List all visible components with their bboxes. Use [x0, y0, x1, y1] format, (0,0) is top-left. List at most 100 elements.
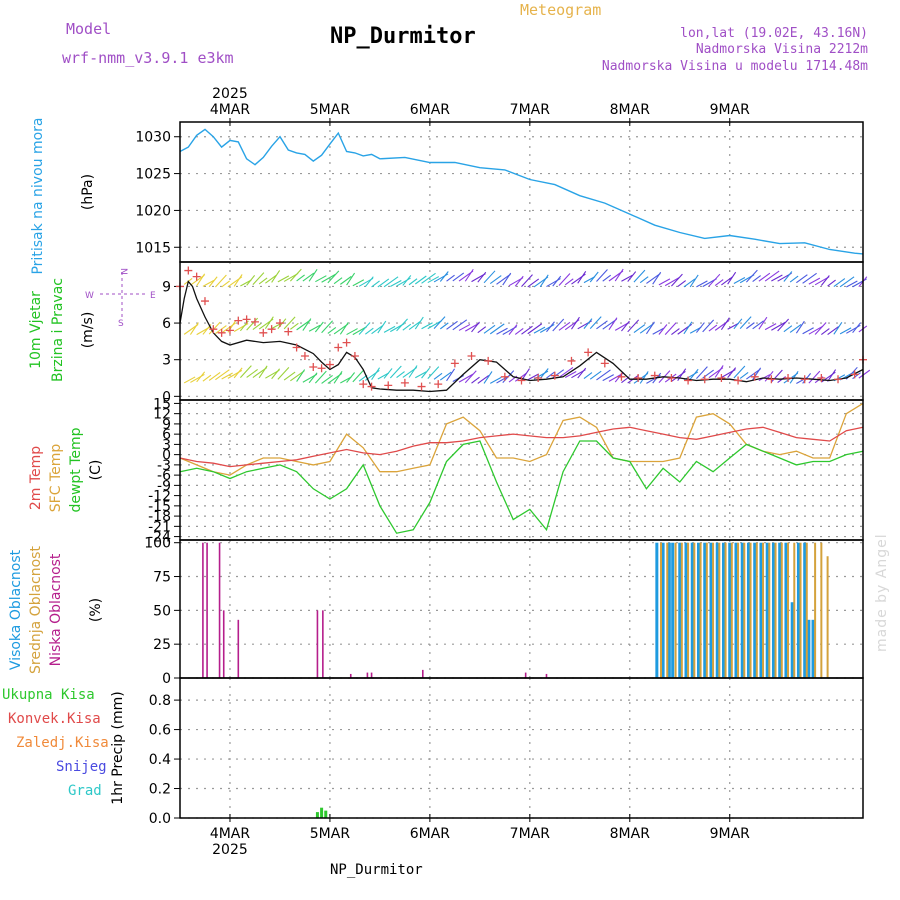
wind-barb	[783, 325, 793, 333]
wind-barb	[752, 320, 764, 330]
wind-barb	[308, 372, 318, 384]
wind-gust-marker	[417, 382, 426, 391]
wind-barb	[558, 367, 574, 378]
wind-gust-marker	[384, 381, 393, 390]
wind-barb	[402, 323, 412, 331]
wind-barb	[408, 321, 421, 331]
wind-barb	[215, 325, 227, 335]
wind-barb	[302, 272, 315, 282]
wind-barb	[639, 371, 649, 384]
cloud-mid-bar	[718, 542, 721, 678]
wind-barb	[602, 374, 614, 382]
wind-barb	[246, 317, 259, 331]
wind-barb	[695, 322, 705, 333]
cloud-high-bar	[746, 542, 750, 678]
wind-barb	[221, 372, 233, 380]
wind-barb	[358, 322, 371, 335]
cloud-low-bar	[370, 672, 373, 678]
wind-barb	[202, 374, 212, 382]
wind-barb	[664, 277, 680, 287]
wind-barb	[571, 316, 580, 330]
wind-barb	[683, 321, 693, 335]
wind-barb	[339, 322, 349, 335]
wind-barb	[421, 272, 436, 284]
wind-barb	[583, 372, 593, 380]
panel-frame	[179, 399, 864, 541]
precip-legend-item: Zaledj.Kisa	[16, 735, 109, 751]
wind-barb	[314, 321, 324, 333]
top-day-label: 5MAR	[310, 102, 351, 118]
wind-barb	[764, 323, 777, 331]
wind-barb	[364, 276, 374, 288]
wind-gust-marker	[450, 359, 459, 368]
wind-gust-marker	[400, 378, 409, 387]
wind-barb	[596, 320, 608, 330]
wind-barb	[496, 327, 508, 335]
wind-barb	[340, 275, 352, 285]
wind-barb	[552, 318, 565, 332]
wind-barb	[296, 369, 306, 382]
cloud-high-bar	[784, 542, 788, 678]
wind-gust-marker	[342, 338, 351, 347]
wind-barb	[608, 317, 618, 331]
wind-barb	[627, 319, 640, 333]
wind-gust-marker	[275, 319, 284, 328]
wind-barb	[371, 325, 383, 335]
dewpt-line	[179, 440, 864, 534]
wind-barb	[502, 272, 512, 286]
cloud-mid-bar	[787, 542, 790, 678]
wind-barb	[352, 279, 365, 287]
cloud-mid-bar	[743, 542, 746, 678]
wind-barb	[652, 271, 662, 285]
wind-barb	[589, 316, 602, 330]
wind-gust-marker	[567, 356, 576, 365]
wind-gust-marker	[309, 363, 318, 372]
wind-gust-marker	[192, 272, 201, 281]
temp-axis-subtitle2: dewpt Temp	[68, 427, 84, 512]
wind-barb	[539, 368, 549, 379]
wind-gust-marker	[242, 315, 251, 324]
wind-barb	[539, 274, 549, 288]
wind-barb	[833, 278, 846, 288]
page-title: NP_Durmitor	[330, 24, 476, 49]
wind-gust-marker	[267, 325, 276, 334]
wind-barb	[852, 372, 861, 380]
wind-barb	[702, 319, 715, 333]
wind-ytick-label: 3	[162, 353, 171, 369]
wind-barb	[377, 278, 390, 288]
wind-barb	[277, 275, 290, 283]
cloud-high-bar	[771, 542, 775, 678]
precip-unit: 1hr Precip (mm)	[110, 691, 126, 804]
wind-barb	[477, 271, 487, 283]
cloud-high-bar	[703, 542, 707, 678]
wind-barb	[333, 277, 343, 285]
wind-gust-marker	[209, 325, 218, 334]
wind-barb	[521, 325, 533, 335]
wind-barb	[321, 320, 334, 334]
cloud-axis-subtitle2: Niska Oblacnost	[48, 553, 64, 666]
wind-barb	[446, 368, 455, 382]
wind-barb	[783, 271, 793, 282]
wind-barb	[396, 371, 405, 379]
wind-gust-marker	[259, 328, 268, 337]
wind-gust-marker	[200, 297, 209, 306]
wind-gust-marker	[734, 376, 743, 385]
cloud-high-bar	[803, 542, 807, 678]
cloud-high-bar	[667, 542, 671, 678]
wind-barb	[264, 316, 274, 330]
cloud-high-bar	[715, 542, 719, 678]
wind-barb	[789, 371, 799, 384]
wind-barb	[321, 374, 333, 384]
temp-ytick-label: -15	[148, 499, 171, 515]
wind-gust-marker	[359, 380, 368, 389]
wind-barb	[733, 276, 746, 284]
cloud-high-bar	[671, 542, 675, 678]
wind-barb	[208, 321, 221, 335]
wind-barb	[471, 321, 480, 333]
model-name: wrf-nmm_v3.9.1 e3km	[62, 49, 234, 67]
wind-gust-marker	[317, 364, 326, 373]
plot-layer: 1015 1020 1025 1030 Pritisak na nivou mora (h…	[2, 86, 871, 858]
wind-barb	[589, 370, 602, 380]
wind-barb	[508, 324, 518, 335]
wind-barb	[558, 273, 571, 286]
